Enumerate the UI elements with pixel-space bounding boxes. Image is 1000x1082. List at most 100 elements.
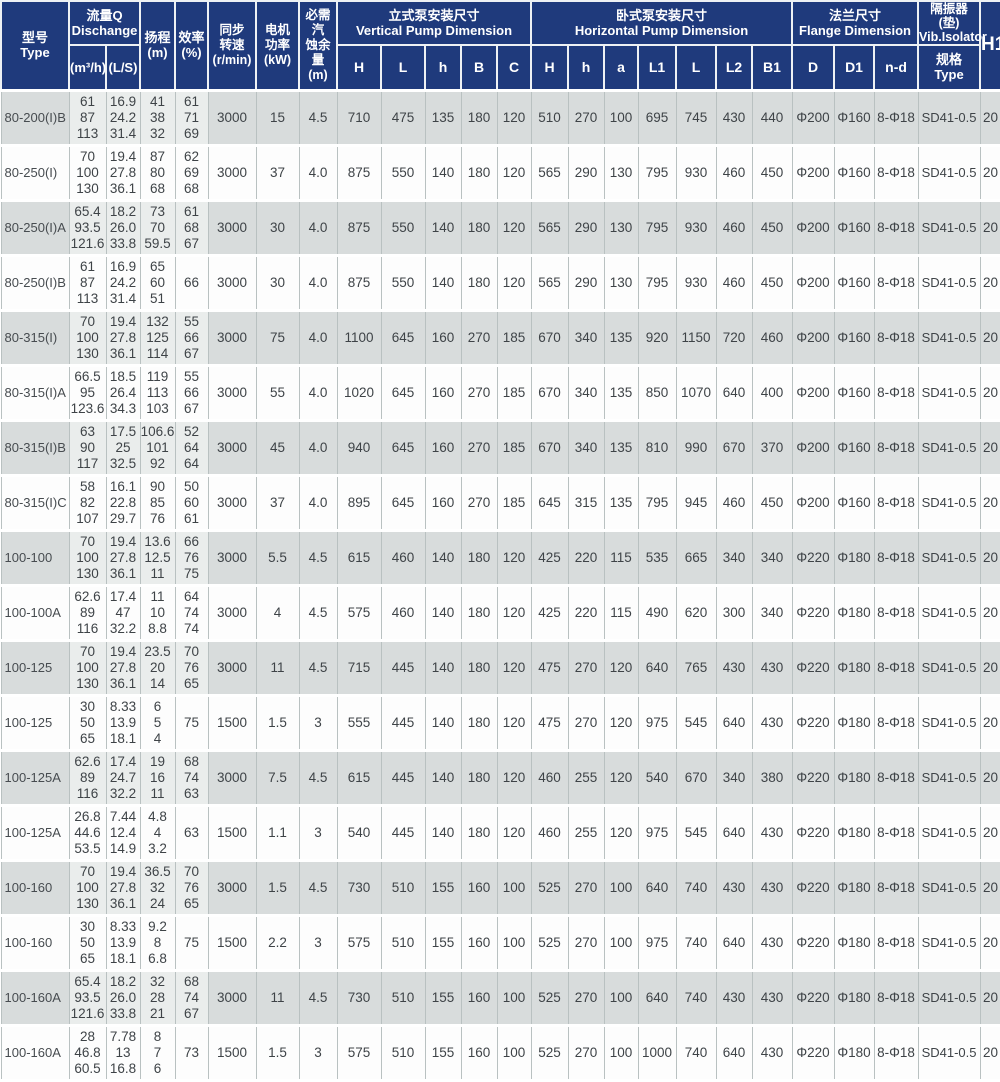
vertical-B-cell: 180 [460,253,498,312]
col-header-power: 电机 功率 (kW) [255,0,300,91]
head-cell: 90 85 76 [139,473,176,532]
vertical-h-cell: 140 [424,198,462,257]
head-cell: 132 125 114 [139,308,176,367]
vertical-C-cell: 185 [496,473,532,532]
vertical-h-cell: 155 [424,968,462,1027]
h1-cell: 20 [979,968,1000,1027]
flange-nd-cell: 8-Φ18 [873,253,919,312]
horizontal-L-cell: 1150 [675,308,717,367]
table-header: 型号 Type 流量Q Dischange 扬程 (m) 效率 (%) 同步 转… [0,0,1000,91]
speed-cell: 3000 [207,748,257,807]
flange-D-cell: Φ220 [791,748,835,807]
h1-cell: 20 [979,143,1000,202]
horizontal-L1-cell: 795 [637,473,677,532]
flange-D1-cell: Φ160 [833,473,875,532]
flange-D-cell: Φ220 [791,693,835,752]
speed-cell: 3000 [207,528,257,587]
horizontal-a-cell: 100 [603,1023,639,1082]
npsh-cell: 4.0 [298,308,338,367]
efficiency-cell: 66 76 75 [174,528,209,587]
horizontal-L-cell: 930 [675,253,717,312]
vertical-B-cell: 180 [460,88,498,147]
vertical-h-cell: 140 [424,748,462,807]
type-cell: 100-160A [0,968,70,1027]
horizontal-L2-cell: 640 [715,803,753,862]
vertical-H-cell: 940 [336,418,382,477]
horizontal-L2-cell: 460 [715,198,753,257]
speed-cell: 3000 [207,198,257,257]
head-cell: 119 113 103 [139,363,176,422]
group-header-flange: 法兰尺寸 Flange Dimension [791,0,920,46]
horizontal-B1-cell: 430 [751,1023,793,1082]
col-header-vib-spec: 规格 Type [917,44,982,91]
vertical-B-cell: 180 [460,583,498,642]
efficiency-cell: 50 60 61 [174,473,209,532]
horizontal-B1-cell: 370 [751,418,793,477]
horizontal-H-cell: 670 [530,418,569,477]
vertical-L-cell: 645 [380,473,426,532]
horizontal-h-cell: 220 [567,583,605,642]
horizontal-L-cell: 670 [675,748,717,807]
horizontal-L1-cell: 795 [637,143,677,202]
col-header-flange-D1: D1 [833,44,876,91]
vertical-h-cell: 140 [424,143,462,202]
flow-ls-cell: 16.1 22.8 29.7 [105,473,141,532]
col-header-horizontal-L1: L1 [637,44,677,91]
vertical-h-cell: 140 [424,638,462,697]
vertical-C-cell: 185 [496,418,532,477]
horizontal-h-cell: 270 [567,968,605,1027]
flange-D1-cell: Φ180 [833,858,875,917]
horizontal-L2-cell: 460 [715,143,753,202]
vertical-h-cell: 155 [424,858,462,917]
power-cell: 15 [255,88,300,147]
head-cell: 8 7 6 [139,1023,176,1082]
horizontal-H-cell: 525 [530,968,569,1027]
speed-cell: 3000 [207,143,257,202]
h1-cell: 20 [979,418,1000,477]
vertical-L-cell: 645 [380,418,426,477]
speed-cell: 3000 [207,968,257,1027]
efficiency-cell: 55 66 67 [174,363,209,422]
vertical-h-cell: 155 [424,913,462,972]
horizontal-L2-cell: 720 [715,308,753,367]
efficiency-cell: 75 [174,693,209,752]
horizontal-h-cell: 270 [567,1023,605,1082]
horizontal-L2-cell: 640 [715,913,753,972]
type-cell: 80-200(I)B [0,88,70,147]
horizontal-B1-cell: 450 [751,198,793,257]
horizontal-h-cell: 290 [567,143,605,202]
table-row: 100-125A 62.6 89 116 17.4 24.7 32.2 19 1… [0,748,1000,807]
vib-isolator-cell: SD41-0.5 [917,143,981,202]
npsh-cell: 3 [298,693,338,752]
horizontal-B1-cell: 380 [751,748,793,807]
vertical-L-cell: 445 [380,693,426,752]
head-cell: 6 5 4 [139,693,176,752]
efficiency-cell: 75 [174,913,209,972]
head-cell: 23.5 20 14 [139,638,176,697]
vertical-H-cell: 615 [336,748,382,807]
type-cell: 80-250(I) [0,143,70,202]
h1-cell: 20 [979,638,1000,697]
horizontal-h-cell: 290 [567,253,605,312]
horizontal-L1-cell: 795 [637,253,677,312]
horizontal-h-cell: 270 [567,913,605,972]
vertical-C-cell: 120 [496,528,532,587]
vertical-L-cell: 550 [380,198,426,257]
type-cell: 100-125 [0,638,70,697]
col-header-horizontal-L: L [675,44,717,91]
vertical-C-cell: 185 [496,363,532,422]
table-row: 80-250(I)B 61 87 113 16.9 24.2 31.4 65 6… [0,253,1000,312]
head-cell: 4.8 4 3.2 [139,803,176,862]
col-header-flow-ls: (L/S) [105,44,141,91]
vertical-B-cell: 160 [460,1023,498,1082]
horizontal-h-cell: 270 [567,858,605,917]
horizontal-H-cell: 565 [530,253,569,312]
group-header-discharge: 流量Q Dischange [68,0,141,46]
horizontal-L2-cell: 430 [715,638,753,697]
flange-D-cell: Φ200 [791,308,835,367]
horizontal-L1-cell: 920 [637,308,677,367]
type-cell: 100-125 [0,693,70,752]
vertical-L-cell: 645 [380,308,426,367]
horizontal-H-cell: 525 [530,1023,569,1082]
npsh-cell: 4.5 [298,748,338,807]
